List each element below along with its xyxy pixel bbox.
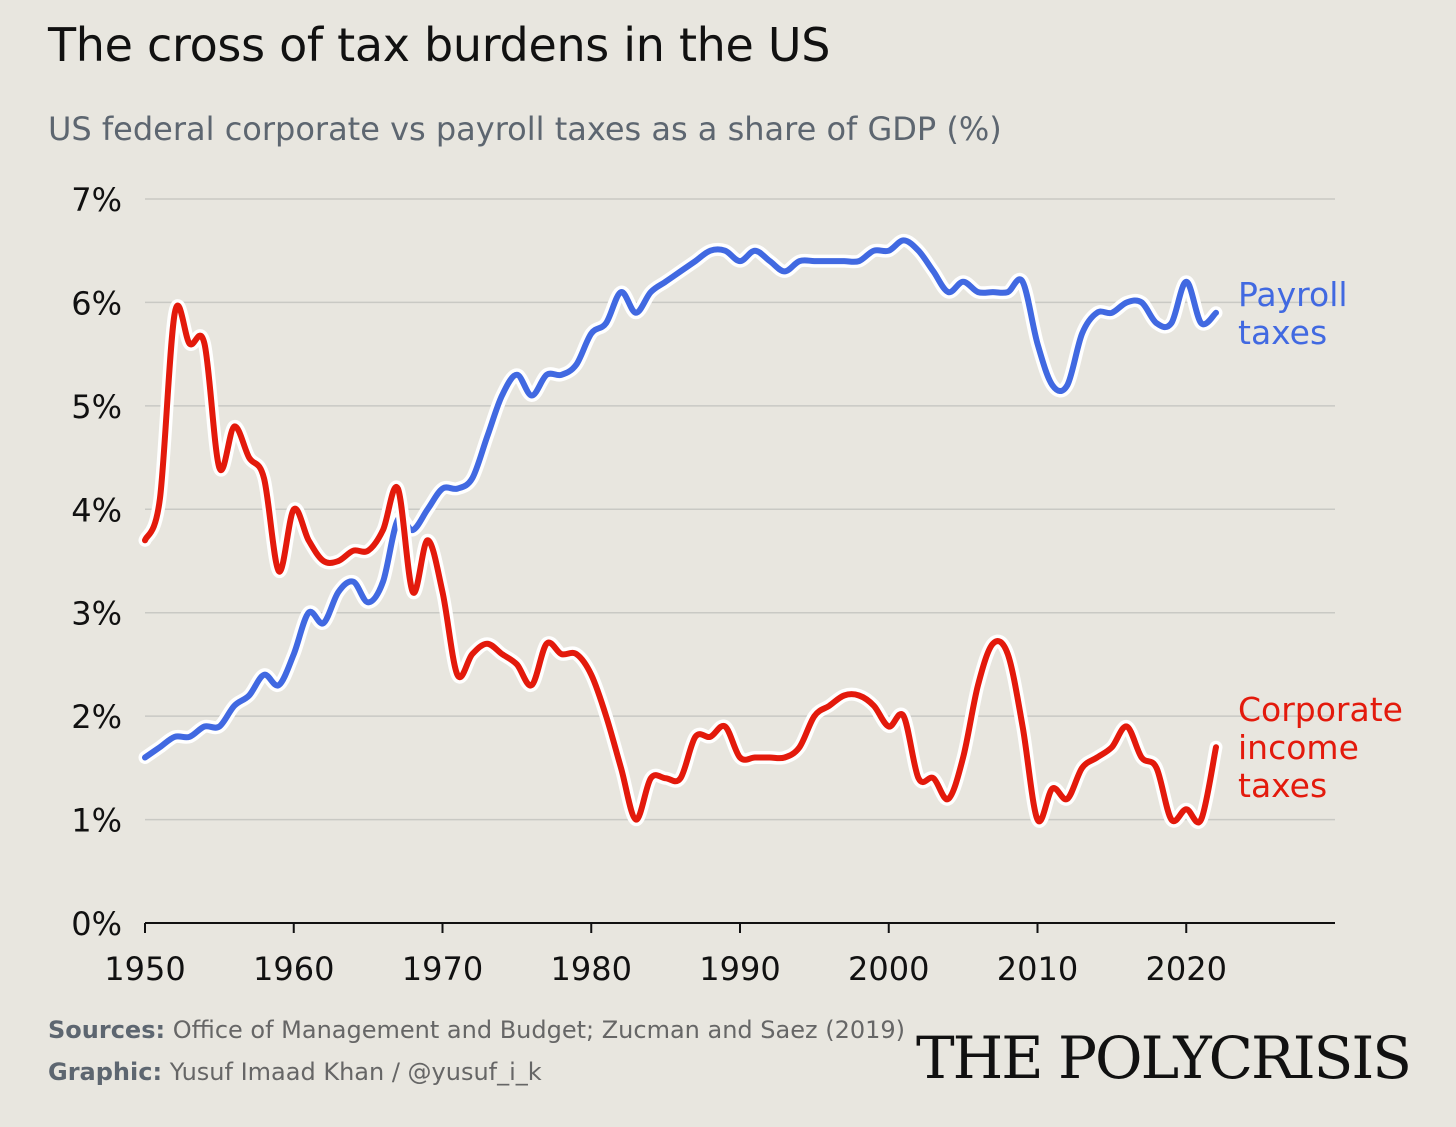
graphic-credit-line: Graphic: Yusuf Imaad Khan / @yusuf_i_k: [48, 1058, 542, 1086]
corporate-series-line: [142, 302, 1219, 826]
x-tick-label: 1990: [699, 950, 780, 988]
chart-subtitle: US federal corporate vs payroll taxes as…: [48, 110, 1002, 148]
sources-text: Office of Management and Budget; Zucman …: [172, 1016, 906, 1044]
y-tick-label: 6%: [71, 284, 122, 322]
x-tick-label: 1950: [104, 950, 185, 988]
corporate-series-label: income: [1238, 728, 1359, 767]
x-tick-label: 2010: [997, 950, 1078, 988]
corporate-series-label: Corporate: [1238, 690, 1403, 729]
y-tick-label: 4%: [71, 491, 122, 529]
x-tick-label: 1980: [551, 950, 632, 988]
y-tick-label: 1%: [71, 802, 122, 840]
x-tick-label: 2000: [848, 950, 929, 988]
payroll-series-label: Payroll: [1238, 275, 1348, 314]
x-tick-label: 1960: [253, 950, 334, 988]
graphic-credit-text: Yusuf Imaad Khan / @yusuf_i_k: [169, 1058, 542, 1086]
sources-label: Sources:: [48, 1016, 166, 1044]
y-tick-label: 7%: [71, 181, 122, 219]
y-tick-label: 0%: [71, 905, 122, 943]
sources-line: Sources: Office of Management and Budget…: [48, 1016, 905, 1044]
y-tick-label: 5%: [71, 388, 122, 426]
graphic-label: Graphic:: [48, 1058, 163, 1086]
chart-title: The cross of tax burdens in the US: [48, 18, 831, 72]
x-tick-label: 2020: [1146, 950, 1227, 988]
payroll-series-halo: [138, 233, 1223, 764]
y-tick-label: 2%: [71, 698, 122, 736]
y-tick-label: 3%: [71, 595, 122, 633]
corporate-series-label: taxes: [1238, 766, 1327, 805]
payroll-series-label: taxes: [1238, 313, 1327, 352]
payroll-series-line: [142, 237, 1219, 761]
brand-logo: THE POLYCRISIS: [915, 1024, 1412, 1092]
x-tick-label: 1970: [402, 950, 483, 988]
